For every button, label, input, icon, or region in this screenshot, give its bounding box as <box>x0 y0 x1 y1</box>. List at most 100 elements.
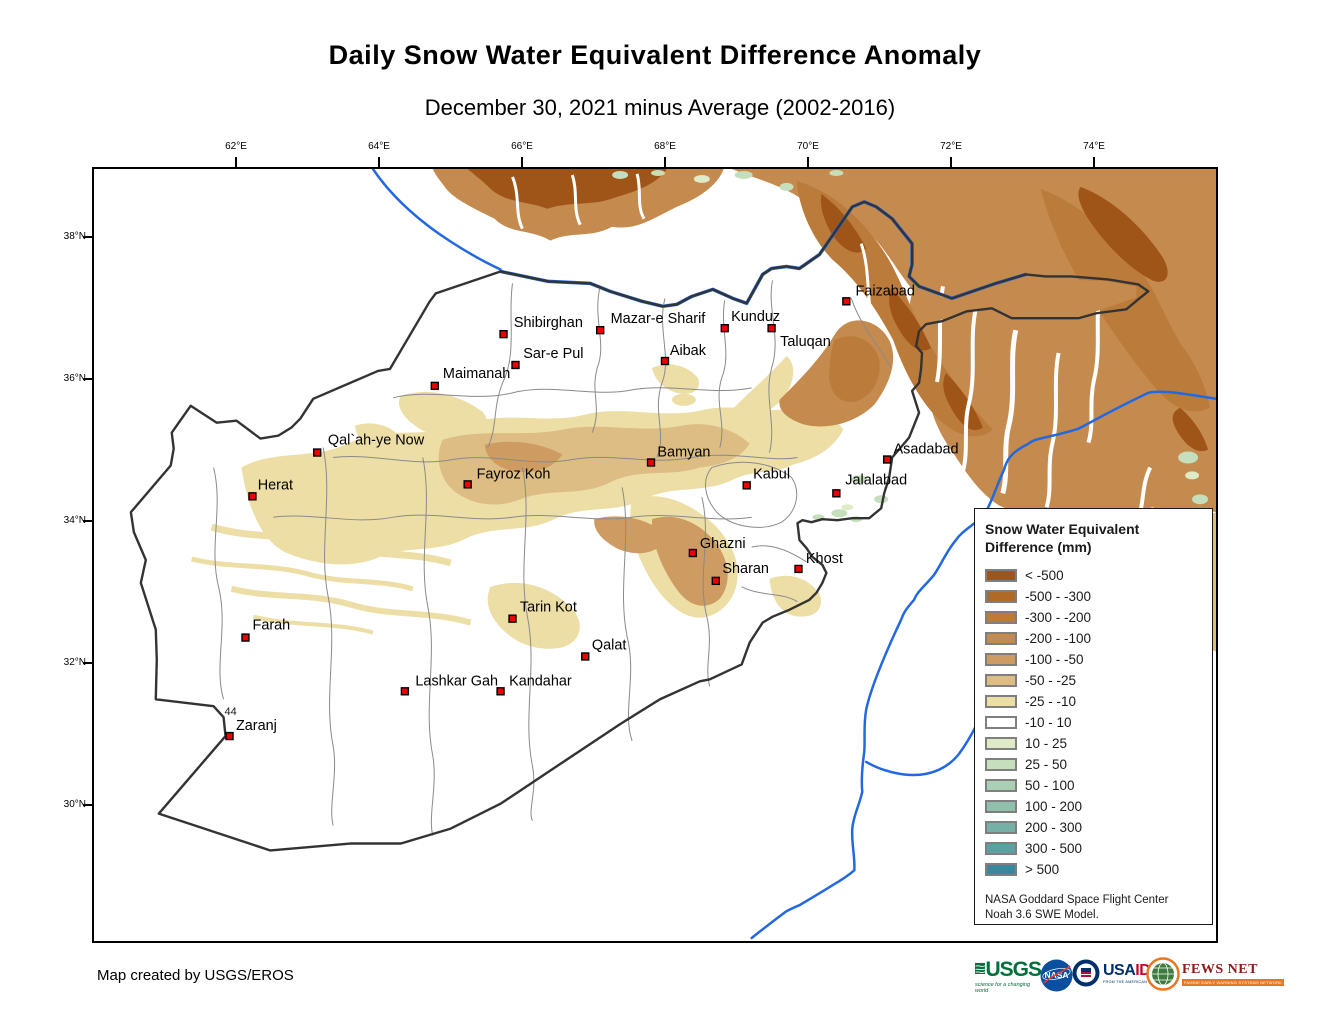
lon-axis-label: 72°E <box>940 141 962 152</box>
city-marker <box>688 548 698 558</box>
legend-box: Snow Water Equivalent Difference (mm) < … <box>974 508 1213 925</box>
legend-item-label: -500 - -300 <box>1025 589 1092 604</box>
legend-item: -25 - -10 <box>985 691 1202 712</box>
legend-item: 100 - 200 <box>985 796 1202 817</box>
city-marker <box>832 489 841 498</box>
city-marker <box>794 564 803 574</box>
legend-item: -100 - -50 <box>985 649 1202 670</box>
legend-swatch <box>985 737 1017 750</box>
lon-axis-tick <box>807 157 809 167</box>
legend-item-label: -100 - -50 <box>1025 652 1084 667</box>
city-marker <box>646 458 656 467</box>
city-label: Sharan <box>722 561 769 577</box>
city-marker <box>767 323 776 333</box>
city-marker <box>313 448 322 457</box>
legend-item-label: -300 - -200 <box>1025 610 1092 625</box>
legend-item-label: -25 - -10 <box>1025 694 1077 709</box>
city-label: Aibak <box>670 343 707 359</box>
city-marker <box>508 614 517 623</box>
city-marker <box>742 481 751 490</box>
map-credit: Map created by USGS/EROS <box>97 967 294 984</box>
city-label: Khost <box>806 551 843 567</box>
city-label: Kandahar <box>509 673 572 689</box>
city-marker <box>248 492 257 501</box>
lat-axis-label: 36°N <box>63 373 86 384</box>
fewsnet-globe-icon <box>1146 957 1180 991</box>
legend-item-label: > 500 <box>1025 862 1060 877</box>
city-label: Fayroz Koh <box>477 466 551 482</box>
legend-swatch <box>985 611 1017 624</box>
legend-source: NASA Goddard Space Flight Center Noah 3.… <box>985 894 1169 921</box>
lon-axis-tick <box>1093 157 1095 167</box>
city-label: Farah <box>253 618 291 634</box>
nasa-icon: NASA <box>1040 959 1073 992</box>
usaid-tagline: FROM THE AMERICAN PEOPLE <box>1103 979 1165 984</box>
lon-axis-tick <box>950 157 952 167</box>
lat-axis-tick <box>83 236 92 238</box>
map-frame: Shibirghan Mazar-e Sharif Kunduz Taluqan Fai… <box>92 167 1218 943</box>
lat-axis-label: 34°N <box>63 515 86 526</box>
city-marker <box>882 455 892 464</box>
legend-swatch <box>985 758 1017 771</box>
country-border-afghanistan <box>129 200 1150 852</box>
legend-item: -10 - 10 <box>985 712 1202 733</box>
usgs-tagline: science for a changing world <box>975 982 1031 994</box>
city-marker <box>499 329 508 339</box>
legend-item-label: 25 - 50 <box>1025 757 1068 772</box>
legend-item: 200 - 300 <box>985 817 1202 838</box>
city-label: Ghazni <box>700 536 746 552</box>
legend-item: -50 - -25 <box>985 670 1202 691</box>
city-label: Kunduz <box>731 309 780 325</box>
legend-item: 50 - 100 <box>985 775 1202 796</box>
lon-axis-tick <box>378 157 380 167</box>
city-label: Herat <box>258 477 293 493</box>
usaid-seal-icon <box>1072 959 1100 987</box>
legend-swatch <box>985 800 1017 813</box>
legend-swatch <box>985 590 1017 603</box>
city-marker <box>711 576 720 586</box>
legend-item-label: 50 - 100 <box>1025 778 1075 793</box>
nasa-logo: NASA <box>1040 959 1073 997</box>
lat-axis-label: 30°N <box>63 799 86 810</box>
city-marker <box>241 633 250 642</box>
legend-items: < -500 -500 - -300 -300 - -200 -200 - -100 -… <box>985 565 1202 880</box>
city-label: Jalalabad <box>845 472 907 488</box>
city-marker <box>463 480 472 489</box>
legend-item: > 500 <box>985 859 1202 880</box>
fewsnet-logo: FEWS NET FAMINE EARLY WARNING SYSTEMS NE… <box>1146 957 1285 991</box>
legend-item: 25 - 50 <box>985 754 1202 775</box>
lat-axis-tick <box>83 520 92 522</box>
legend-item-label: 10 - 25 <box>1025 736 1068 751</box>
city-label: Kabul <box>753 466 790 482</box>
city-label: Qal`ah-ye Now <box>328 433 425 449</box>
lon-axis-tick <box>664 157 666 167</box>
city-label: Sar-e Pul <box>523 346 583 362</box>
city-marker <box>496 687 505 696</box>
legend-swatch <box>985 632 1017 645</box>
city-label: Bamyan <box>657 445 710 461</box>
city-label: Tarin Kot <box>520 600 577 616</box>
legend-item-label: -50 - -25 <box>1025 673 1077 688</box>
city-marker <box>842 297 851 306</box>
river-hari <box>371 169 502 271</box>
legend-item: 300 - 500 <box>985 838 1202 859</box>
fewsnet-wordmark: FEWS NET <box>1182 961 1258 977</box>
lon-axis-label: 70°E <box>797 141 819 152</box>
usgs-logo: USGS science for a changing world <box>975 958 1042 994</box>
city-label: Maimanah <box>443 366 510 382</box>
legend-swatch <box>985 821 1017 834</box>
legend-item: 10 - 25 <box>985 733 1202 754</box>
lon-axis-label: 74°E <box>1083 141 1105 152</box>
city-marker <box>511 360 520 370</box>
legend-swatch <box>985 716 1017 729</box>
lon-axis-label: 68°E <box>654 141 676 152</box>
legend-swatch <box>985 842 1017 855</box>
city-marker <box>430 381 439 391</box>
lat-axis-tick <box>83 662 92 664</box>
city-marker <box>225 731 234 741</box>
road-number-label: 44 <box>225 706 237 718</box>
lat-axis-label: 32°N <box>63 657 86 668</box>
lon-axis-tick <box>235 157 237 167</box>
